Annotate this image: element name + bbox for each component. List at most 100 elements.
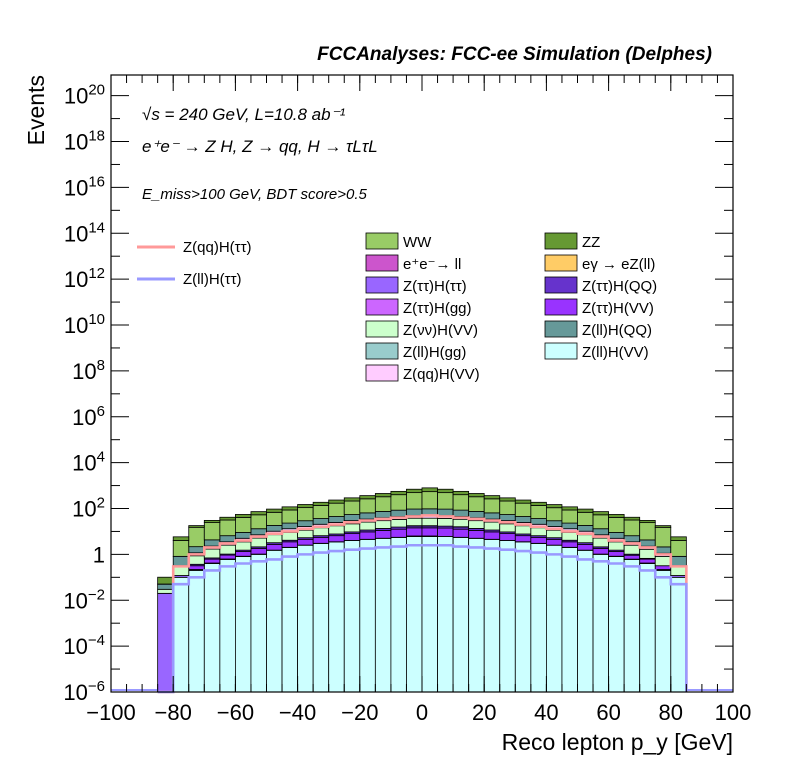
legend-swatch-z-h — [365, 276, 399, 294]
y-tick-label: 10−6 — [63, 678, 105, 705]
legend-label-zz: ZZ — [582, 234, 600, 251]
bar-z-ll-h-vv-12 — [343, 540, 361, 693]
annotation-energy: √s = 240 GeV, L=10.8 ab⁻¹ — [142, 105, 346, 124]
bar-z-ll-h-vv-27 — [577, 549, 594, 693]
x-axis-label: Reco lepton p_y [GeV] — [502, 729, 733, 755]
bar-z-ll-h-qq-31 — [639, 539, 656, 547]
bar-ww-5 — [234, 516, 252, 533]
series-z-ll-h-qq — [157, 508, 687, 590]
bar-ww-10 — [312, 505, 330, 519]
legend-swatch-z-ll-h-vv — [544, 342, 578, 360]
bar-ww-17 — [421, 491, 438, 510]
bar-z-h-vv-13 — [359, 531, 376, 540]
bar-z-h-vv-9 — [297, 529, 314, 539]
bar-z-h-vv-30 — [623, 544, 641, 555]
bar-zz-14 — [374, 493, 392, 498]
bar-zz-9 — [297, 504, 314, 509]
bar-z-h-vv-23 — [514, 525, 532, 535]
bar-z-h-vv-25 — [546, 538, 563, 546]
bar-zz-4 — [219, 516, 236, 521]
x-tick-label: 100 — [715, 700, 752, 725]
bar-ww-13 — [359, 498, 376, 514]
bar-z-h-vv-5 — [234, 541, 252, 551]
x-tick-label: −20 — [341, 700, 378, 725]
bar-z-ll-h-qq-18 — [437, 508, 454, 517]
y-tick-label: 1 — [93, 542, 105, 567]
bar-z-h-vv-11 — [328, 535, 345, 543]
bar-z-ll-h-qq-2 — [188, 546, 205, 554]
y-tick-label: 1018 — [64, 128, 105, 155]
bar-z-h-vv-31 — [639, 558, 656, 564]
bar-z-h-vv-6 — [250, 537, 267, 548]
bar-z-h-vv-32 — [654, 555, 672, 567]
bar-z-ll-h-qq-29 — [608, 532, 625, 539]
bar-z-ll-h-qq-21 — [483, 512, 501, 520]
bar-z-h-vv-12 — [343, 533, 361, 541]
bar-ww-31 — [639, 522, 656, 541]
bar-z-ll-h-vv-23 — [514, 541, 532, 693]
bar-z-ll-h-vv-8 — [281, 547, 298, 693]
annotation-process: e⁺e⁻ → Z H, Z → qq, H → τLτL — [142, 137, 378, 156]
legend-swatch-z-h-vv — [544, 298, 578, 316]
bar-z-h-vv-9 — [297, 538, 314, 546]
bar-z-h-vv-3 — [203, 548, 221, 559]
bar-z-h-vv-2 — [188, 565, 205, 570]
bar-zz-21 — [483, 495, 501, 500]
bar-ww-19 — [452, 494, 470, 511]
bar-z-ll-h-vv-20 — [468, 537, 485, 693]
bar-z-ll-h-qq-25 — [546, 520, 563, 527]
bar-z-h-vv-18 — [437, 517, 454, 527]
bar-z-h-vv-26 — [561, 541, 578, 548]
bar-z-h-vv-19 — [452, 528, 470, 538]
bar-z-ll-h-qq-5 — [234, 532, 252, 539]
bar-ww-14 — [374, 496, 392, 512]
bar-z-ll-h-vv-19 — [452, 536, 470, 693]
legend-swatch-z-h-vv — [365, 320, 399, 338]
annotation-cuts: E_miss>100 GeV, BDT score>0.5 — [142, 186, 367, 203]
bar-z-ll-h-qq-24 — [530, 518, 547, 525]
bar-z-h-vv-2 — [188, 555, 205, 565]
x-tick-label: 60 — [596, 700, 620, 725]
bar-z-ll-h-qq-27 — [577, 525, 594, 532]
bar-zz-2 — [188, 525, 205, 528]
axis-ticks: −100 −80 −60 −40 −20 0 20 40 60 80 100 10−6 10−4 10−2… — [63, 75, 751, 725]
bar-ww-15 — [390, 494, 407, 511]
series-ww — [157, 491, 687, 585]
bar-z-ll-h-vv-3 — [203, 563, 221, 693]
bar-z-ll-h-qq-3 — [203, 539, 221, 547]
bar-z-ll-h-qq-20 — [468, 511, 485, 519]
bar-ww-16 — [406, 492, 423, 510]
bar-ww-27 — [577, 511, 594, 526]
series-z-ll-h-vv — [172, 536, 687, 693]
bar-z-h-vv-31 — [639, 548, 656, 559]
bar-z-ll-h-qq-1 — [172, 555, 190, 567]
bar-z-h-vv-17 — [421, 527, 438, 537]
bar-z-ll-h-vv-30 — [623, 559, 641, 693]
legend-label-z-h-vv: Z(νν)H(VV) — [403, 322, 478, 339]
bar-zz-1 — [172, 536, 190, 541]
bar-z-ll-h-qq-15 — [390, 509, 407, 517]
bar-zz-11 — [328, 499, 345, 504]
bar-ww-12 — [343, 500, 361, 515]
bar-ww-11 — [328, 502, 345, 517]
bar-z-h-vv-14 — [374, 520, 392, 529]
x-tick-label: −100 — [86, 700, 136, 725]
legend-label-ww: WW — [403, 234, 432, 251]
bar-z-ll-h-qq-4 — [219, 535, 236, 543]
bar-zz-10 — [312, 501, 330, 506]
bar-z-h-vv-27 — [577, 534, 594, 544]
bar-zz-29 — [608, 514, 625, 518]
bar-zz-26 — [561, 506, 578, 511]
bar-z-ll-h-qq-13 — [359, 512, 376, 520]
bar-z-h-vv-32 — [654, 565, 672, 570]
chart-title: FCCAnalyses: FCC-ee Simulation (Delphes) — [317, 44, 712, 65]
y-tick-label: 1014 — [64, 219, 105, 246]
bar-z-ll-h-vv-6 — [250, 553, 267, 693]
bar-ww-1 — [172, 540, 190, 557]
bar-z-ll-h-qq-22 — [499, 514, 516, 522]
bar-z-h-vv-24 — [530, 536, 547, 544]
bar-ww-3 — [203, 522, 221, 541]
bar-ww-6 — [250, 514, 267, 530]
bar-ww-33 — [670, 540, 687, 557]
